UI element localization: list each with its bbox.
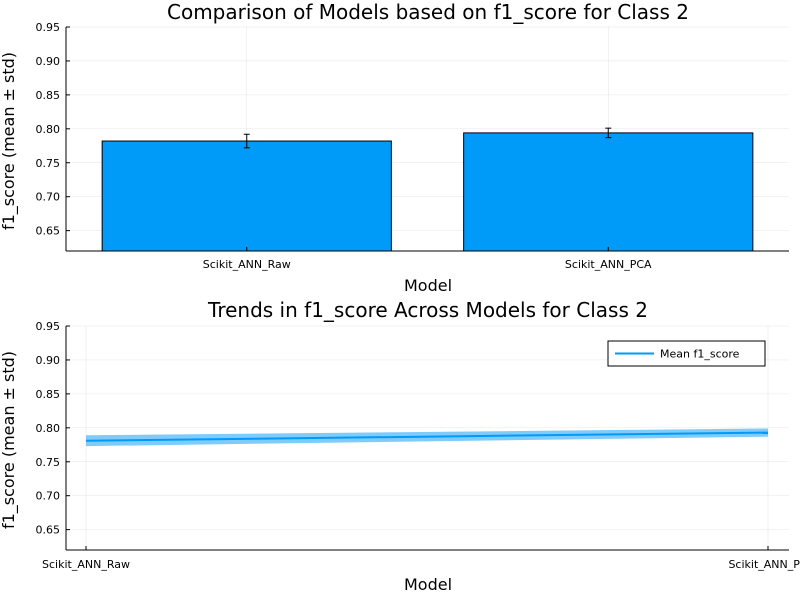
line-chart-legend: Mean f1_score: [607, 340, 766, 367]
y-tick-label: 0.85: [36, 89, 61, 102]
bar-chart: Comparison of Models based on f1_score f…: [0, 0, 789, 295]
bar-chart-title: Comparison of Models based on f1_score f…: [167, 0, 689, 24]
y-tick-label: 0.70: [36, 490, 61, 503]
bar-chart-error-bars: [243, 127, 612, 149]
line-chart-x-axis-label: Model: [404, 575, 452, 594]
y-tick-label: 0.70: [36, 191, 61, 204]
bar-chart-y-axis-label: f1_score (mean ± std): [0, 52, 19, 230]
y-tick-label: 0.95: [36, 21, 61, 34]
x-tick-label: Scikit_ANN_PC: [728, 558, 800, 571]
bar-Scikit_ANN_Raw: [101, 140, 392, 252]
x-tick-label: Scikit_ANN_PCA: [565, 258, 652, 271]
y-tick-label: 0.85: [36, 388, 61, 401]
line-chart-y-ticks: 0.65 0.70 0.75 0.80 0.85 0.90 0.95: [36, 320, 70, 537]
y-tick-label: 0.75: [36, 157, 61, 170]
bar-chart-bars: [101, 132, 754, 252]
line-chart-grid: [66, 325, 789, 550]
y-tick-label: 0.65: [36, 524, 61, 537]
legend-box: [607, 340, 766, 367]
x-tick-label: Scikit_ANN_Raw: [42, 558, 130, 571]
y-tick-label: 0.90: [36, 55, 61, 68]
line-chart-title: Trends in f1_score Across Models for Cla…: [207, 298, 648, 322]
line-chart-y-axis-label: f1_score (mean ± std): [0, 351, 19, 529]
y-tick-label: 0.80: [36, 123, 61, 136]
bar-Scikit_ANN_PCA: [463, 132, 754, 252]
line-chart-mean-line: [85, 431, 769, 442]
y-tick-label: 0.75: [36, 456, 61, 469]
x-tick-label: Scikit_ANN_Raw: [203, 258, 291, 271]
y-tick-label: 0.90: [36, 354, 61, 367]
bar-chart-x-ticks: Scikit_ANN_Raw Scikit_ANN_PCA: [203, 247, 652, 271]
line-chart-x-ticks: Scikit_ANN_Raw Scikit_ANN_PC: [42, 546, 800, 571]
line-chart: Trends in f1_score Across Models for Cla…: [0, 298, 800, 594]
y-tick-label: 0.95: [36, 320, 61, 333]
y-tick-label: 0.80: [36, 422, 61, 435]
legend-entry-mean: Mean f1_score: [660, 348, 740, 361]
bar-chart-y-ticks: 0.65 0.70 0.75 0.80 0.85 0.90 0.95: [36, 21, 70, 238]
bar-chart-x-axis-label: Model: [404, 276, 452, 295]
y-tick-label: 0.65: [36, 225, 61, 238]
